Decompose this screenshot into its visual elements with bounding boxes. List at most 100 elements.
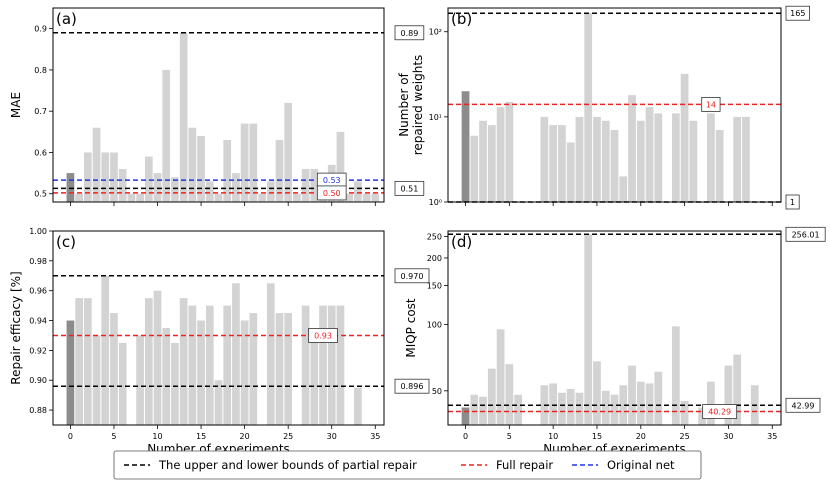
plot-frame [52, 7, 385, 203]
bar [575, 116, 584, 202]
legend: The upper and lower bounds of partial re… [113, 450, 702, 480]
bar [724, 365, 733, 425]
bar [223, 305, 232, 425]
bar [336, 131, 345, 202]
bar [628, 365, 636, 425]
bar [301, 168, 310, 202]
bar [310, 335, 319, 425]
y-tick-label: 200 [427, 254, 442, 263]
bar [496, 329, 505, 425]
bar [197, 320, 205, 425]
y-tick-label: 1.00 [29, 227, 47, 236]
line-label-box [394, 25, 425, 41]
bar [293, 193, 301, 202]
y-tick-label: 50 [432, 387, 442, 396]
line-label-box [394, 268, 430, 284]
x-tick-label: 30 [327, 432, 337, 441]
panel-label: (a) [56, 10, 77, 28]
bar [654, 371, 663, 425]
bar [75, 193, 83, 202]
line-label: 1 [790, 198, 795, 207]
bar [496, 107, 505, 202]
panel-b: 165 14 1 10⁰ 10¹ 10² (b) Number of repaired weig… [397, 5, 811, 210]
bar [707, 381, 715, 425]
y-tick-label: 0.92 [29, 346, 47, 355]
bar [628, 95, 636, 202]
bar [680, 73, 689, 202]
bar [645, 107, 654, 202]
bar [610, 394, 619, 425]
x-tick-label: 10 [152, 432, 162, 441]
bar [171, 177, 179, 202]
bar [354, 387, 362, 425]
bar [249, 123, 258, 202]
bar [162, 69, 171, 202]
bar [75, 298, 83, 425]
bar [698, 407, 707, 425]
bar [153, 290, 162, 425]
panels: 0.89 0.53 0.51 0.50 0.5 0.6 0.7 0.8 0.9 (a) MAE 165… [9, 5, 826, 456]
bar [566, 388, 575, 425]
y-axis-label: repaired weights [411, 55, 425, 156]
line-label: 0.970 [401, 272, 424, 281]
bar [707, 113, 715, 202]
y-tick-label: 10² [429, 28, 442, 37]
line-label: 0.50 [323, 189, 341, 198]
bar [540, 116, 549, 202]
bar [136, 193, 144, 202]
x-tick-label: 25 [283, 432, 293, 441]
y-tick-label: 0.96 [29, 287, 47, 296]
panel-a: 0.89 0.53 0.51 0.50 0.5 0.6 0.7 0.8 0.9 (a) MAE [9, 7, 425, 206]
bar [284, 102, 293, 202]
bar [66, 320, 75, 425]
line-label: 0.51 [400, 184, 418, 193]
line-label: 256.01 [792, 230, 820, 239]
bar [371, 193, 380, 202]
y-tick-label: 0.90 [29, 376, 47, 385]
bar [336, 305, 345, 425]
x-tick-label: 25 [680, 432, 690, 441]
bar [284, 313, 293, 425]
bar [162, 328, 171, 425]
bar [83, 298, 92, 425]
bar [110, 152, 118, 202]
bar [558, 392, 566, 425]
legend-bounds-label: The upper and lower bounds of partial re… [158, 458, 417, 472]
bar [214, 380, 223, 425]
bar [101, 152, 110, 202]
line-label: 0.89 [400, 29, 418, 38]
bar [575, 392, 584, 425]
bar [645, 383, 654, 425]
y-axis-label: Number of [397, 72, 411, 136]
x-tick-label: 35 [370, 432, 380, 441]
x-tick-label: 10 [548, 432, 558, 441]
line-label: 42.99 [792, 401, 815, 410]
bar [354, 181, 362, 202]
bar [301, 305, 310, 425]
panel-label: (d) [451, 233, 472, 251]
bar [275, 140, 284, 202]
y-tick-label: 10¹ [429, 113, 442, 122]
x-tick-label: 35 [767, 432, 777, 441]
bar [310, 168, 319, 202]
bar [205, 305, 214, 425]
bar [733, 354, 742, 425]
x-tick-label: 15 [196, 432, 206, 441]
line-label-box [785, 226, 826, 242]
bar [66, 173, 75, 202]
bar [118, 342, 127, 425]
bar [179, 298, 188, 425]
plot-frame [447, 7, 782, 203]
y-axis-label: MIQP cost [404, 298, 418, 358]
bar [275, 313, 284, 425]
y-tick-label: 250 [427, 233, 442, 242]
legend-full-label: Full repair [496, 458, 553, 472]
y-tick-label: 150 [427, 282, 442, 291]
bar [92, 127, 101, 202]
bar [136, 335, 144, 425]
y-tick-label: 0.6 [34, 148, 47, 157]
bar [118, 168, 127, 202]
bar [83, 152, 92, 202]
y-tick-label: 0.5 [34, 190, 47, 199]
